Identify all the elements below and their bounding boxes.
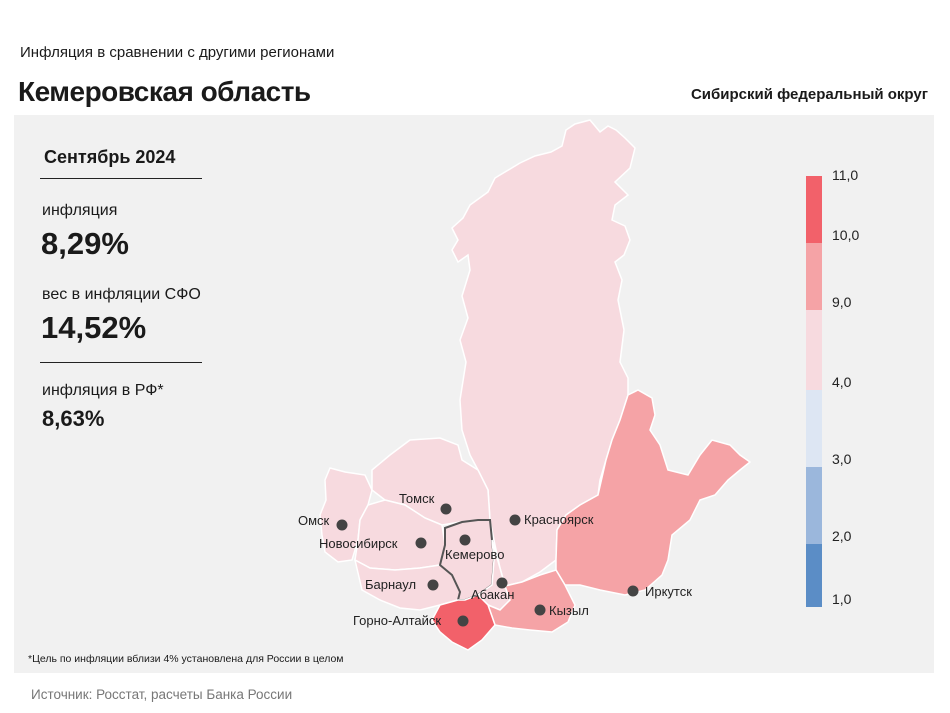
inflation-value: 8,29% bbox=[41, 226, 129, 261]
period-label: Сентябрь 2024 bbox=[44, 147, 176, 167]
city-label-tomsk: Томск bbox=[399, 491, 435, 506]
region-omsk[interactable] bbox=[319, 467, 373, 563]
region-tyva[interactable] bbox=[486, 569, 576, 633]
legend-swatch bbox=[806, 310, 822, 390]
legend-swatch bbox=[806, 544, 822, 607]
district-label: Сибирский федеральный округ bbox=[690, 86, 928, 103]
legend-tick-label: 11,0 bbox=[832, 167, 858, 183]
legend-tick-label: 9,0 bbox=[832, 294, 852, 310]
city-dot-abakan[interactable] bbox=[496, 577, 508, 589]
subtitle: Инфляция в сравнении с другими регионами bbox=[20, 44, 335, 61]
city-label-omsk: Омск bbox=[298, 513, 330, 528]
legend-swatch bbox=[806, 243, 822, 310]
legend-swatch bbox=[806, 176, 822, 243]
rf-inflation-value: 8,63% bbox=[42, 406, 105, 431]
city-dot-kyzyl[interactable] bbox=[534, 604, 546, 616]
city-dot-irkutsk[interactable] bbox=[627, 585, 639, 597]
city-dot-omsk[interactable] bbox=[336, 519, 348, 531]
city-dot-kemerovo[interactable] bbox=[459, 534, 471, 546]
weight-value: 14,52% bbox=[41, 310, 147, 345]
source-note: Источник: Росстат, расчеты Банка России bbox=[31, 687, 293, 702]
city-label-abakan: Абакан bbox=[471, 587, 514, 602]
city-dot-tomsk[interactable] bbox=[440, 503, 452, 515]
legend-tick-label: 10,0 bbox=[832, 227, 859, 243]
legend-tick-label: 1,0 bbox=[832, 591, 852, 607]
divider bbox=[40, 362, 202, 363]
city-label-novosibirsk: Новосибирск bbox=[319, 536, 398, 551]
legend-tick-label: 2,0 bbox=[832, 528, 852, 544]
city-label-irkutsk: Иркутск bbox=[645, 584, 692, 599]
weight-label: вес в инфляции СФО bbox=[42, 286, 201, 303]
legend-tick-label: 4,0 bbox=[832, 374, 852, 390]
inflation-label: инфляция bbox=[42, 202, 118, 219]
legend: 11,0 10,0 9,0 4,0 3,0 2,0 1,0 bbox=[806, 167, 859, 607]
legend-swatch bbox=[806, 467, 822, 544]
city-label-krasnoyarsk: Красноярск bbox=[524, 512, 594, 527]
page-title: Кемеровская область bbox=[18, 76, 311, 107]
city-dot-krasnoyarsk[interactable] bbox=[509, 514, 521, 526]
city-label-kemerovo: Кемерово bbox=[445, 547, 504, 562]
city-label-kyzyl: Кызыл bbox=[549, 603, 589, 618]
legend-tick-label: 3,0 bbox=[832, 451, 852, 467]
city-label-gorno: Горно-Алтайск bbox=[353, 613, 441, 628]
city-dot-gorno[interactable] bbox=[457, 615, 469, 627]
city-dot-novosibirsk[interactable] bbox=[415, 537, 427, 549]
footnote: *Цель по инфляции вблизи 4% установлена … bbox=[28, 653, 344, 665]
city-label-barnaul: Барнаул bbox=[365, 577, 416, 592]
divider bbox=[40, 178, 202, 179]
legend-swatch bbox=[806, 390, 822, 467]
rf-inflation-label: инфляция в РФ* bbox=[42, 382, 164, 399]
city-dot-barnaul[interactable] bbox=[427, 579, 439, 591]
